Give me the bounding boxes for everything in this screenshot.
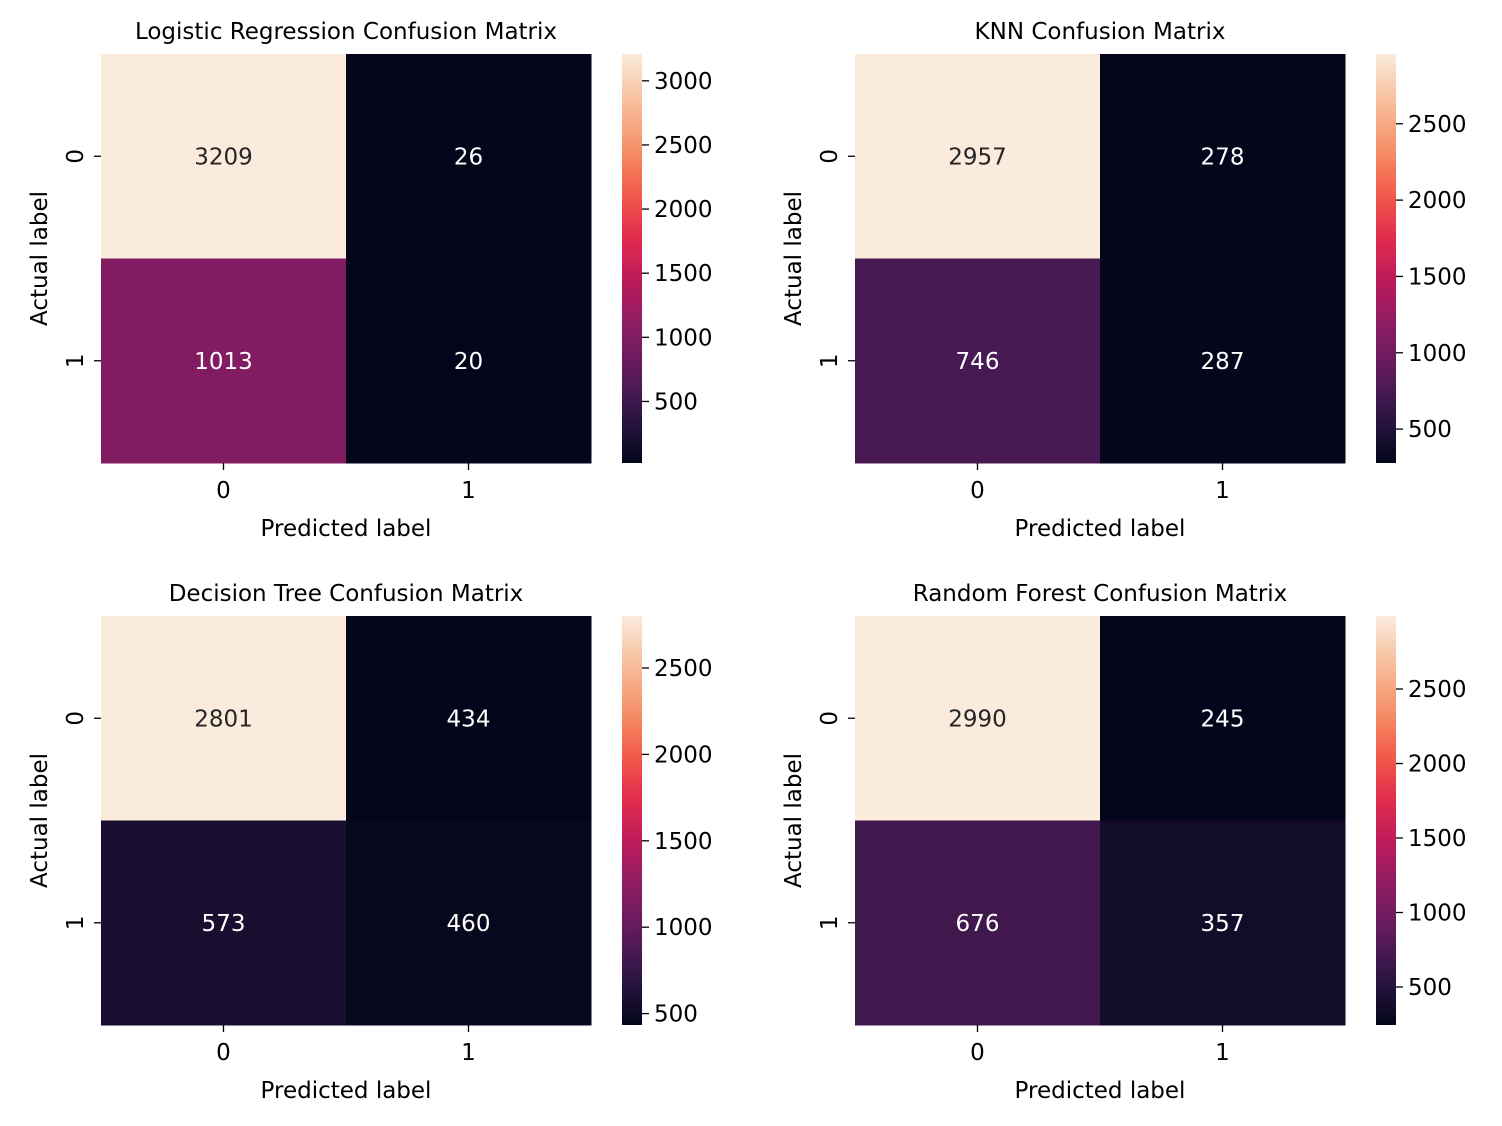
colorbar — [622, 616, 642, 1025]
cell-value-label: 3209 — [194, 144, 253, 170]
cell-value-label: 2801 — [194, 706, 253, 732]
colorbar — [1376, 54, 1396, 463]
heatmap-cell — [855, 616, 1101, 821]
chart-title: KNN Confusion Matrix — [975, 19, 1226, 45]
y-tick-label: 0 — [817, 149, 843, 164]
heatmap-cell — [346, 616, 592, 821]
colorbar-tick-label: 500 — [1408, 417, 1452, 443]
x-axis-label: Predicted label — [1015, 516, 1186, 542]
heatmap-cell — [1100, 54, 1346, 259]
heatmap-panel-1: Logistic Regression Confusion Matrix 3209… — [27, 19, 713, 542]
heatmap-cell — [346, 54, 592, 259]
cell-value-label: 676 — [956, 911, 1000, 937]
chart-title: Decision Tree Confusion Matrix — [169, 581, 524, 607]
colorbar-tick-label: 500 — [654, 389, 698, 415]
x-axis-label: Predicted label — [261, 1078, 432, 1104]
colorbar-tick-label: 1500 — [654, 829, 713, 855]
y-tick-label: 1 — [817, 915, 843, 930]
cell-value-label: 746 — [956, 349, 1000, 375]
y-axis-label: Actual label — [781, 191, 807, 326]
x-tick-label: 0 — [216, 478, 231, 504]
x-tick-label: 0 — [970, 1040, 985, 1066]
y-tick-label: 0 — [817, 711, 843, 726]
cell-value-label: 460 — [447, 911, 491, 937]
x-tick-label: 1 — [1215, 478, 1230, 504]
colorbar-tick-label: 1000 — [654, 915, 713, 941]
cell-value-label: 2957 — [948, 144, 1007, 170]
heatmap-cell — [855, 258, 1101, 464]
colorbar-tick-label: 2000 — [1408, 188, 1467, 214]
x-tick-label: 0 — [970, 478, 985, 504]
colorbar-tick-label: 2000 — [654, 742, 713, 768]
cell-value-label: 573 — [202, 911, 246, 937]
heatmap-cell — [101, 258, 347, 464]
y-axis-label: Actual label — [781, 753, 807, 888]
colorbar-tick-label: 2500 — [654, 656, 713, 682]
heatmap-panel-3: Decision Tree Confusion Matrix 2801 434 573… — [27, 581, 713, 1104]
colorbar-tick-label: 1500 — [654, 261, 713, 287]
cell-value-label: 245 — [1201, 706, 1245, 732]
heatmap-panel-2: KNN Confusion Matrix 2957 278 746 287 0 1 Predi… — [781, 19, 1467, 542]
chart-title: Random Forest Confusion Matrix — [913, 581, 1288, 607]
cell-value-label: 287 — [1201, 349, 1245, 375]
heatmap-cell — [101, 54, 347, 259]
y-tick-label: 1 — [63, 915, 89, 930]
heatmap-cell — [1100, 820, 1346, 1026]
cell-value-label: 20 — [454, 349, 483, 375]
heatmap-cell — [855, 54, 1101, 259]
colorbar-tick-label: 2500 — [1408, 112, 1467, 138]
y-tick-label: 0 — [63, 711, 89, 726]
x-tick-label: 1 — [461, 478, 476, 504]
chart-title: Logistic Regression Confusion Matrix — [135, 19, 557, 45]
colorbar-tick-label: 500 — [1408, 975, 1452, 1001]
heatmap-cell — [1100, 258, 1346, 464]
heatmap-cell — [346, 820, 592, 1026]
heatmap-cell — [1100, 616, 1346, 821]
heatmap-cell — [346, 258, 592, 464]
cell-value-label: 26 — [454, 144, 483, 170]
colorbar-tick-label: 3000 — [654, 69, 713, 95]
y-tick-label: 1 — [63, 353, 89, 368]
cell-value-label: 2990 — [948, 706, 1007, 732]
colorbar-tick-label: 1000 — [654, 325, 713, 351]
heatmap-cell — [855, 820, 1101, 1026]
cell-value-label: 278 — [1201, 144, 1245, 170]
y-axis-label: Actual label — [27, 753, 53, 888]
y-tick-label: 1 — [817, 353, 843, 368]
colorbar-tick-label: 1500 — [1408, 264, 1467, 290]
heatmap-panel-4: Random Forest Confusion Matrix 2990 245 676… — [781, 581, 1467, 1104]
colorbar-tick-label: 2000 — [1408, 752, 1467, 778]
colorbar-tick-label: 1000 — [1408, 901, 1467, 927]
heatmap-cell — [101, 820, 347, 1026]
colorbar-tick-label: 500 — [654, 1002, 698, 1028]
colorbar-tick-label: 1000 — [1408, 341, 1467, 367]
x-axis-label: Predicted label — [1015, 1078, 1186, 1104]
cell-value-label: 357 — [1201, 911, 1245, 937]
colorbar — [622, 54, 642, 463]
x-tick-label: 1 — [1215, 1040, 1230, 1066]
colorbar-tick-label: 2000 — [654, 197, 713, 223]
x-axis-label: Predicted label — [261, 516, 432, 542]
colorbar — [1376, 616, 1396, 1025]
colorbar-tick-label: 1500 — [1408, 826, 1467, 852]
colorbar-tick-label: 2500 — [1408, 677, 1467, 703]
cell-value-label: 1013 — [194, 349, 253, 375]
y-axis-label: Actual label — [27, 191, 53, 326]
cell-value-label: 434 — [447, 706, 491, 732]
x-tick-label: 0 — [216, 1040, 231, 1066]
colorbar-tick-label: 2500 — [654, 133, 713, 159]
y-tick-label: 0 — [63, 149, 89, 164]
x-tick-label: 1 — [461, 1040, 476, 1066]
heatmap-cell — [101, 616, 347, 821]
